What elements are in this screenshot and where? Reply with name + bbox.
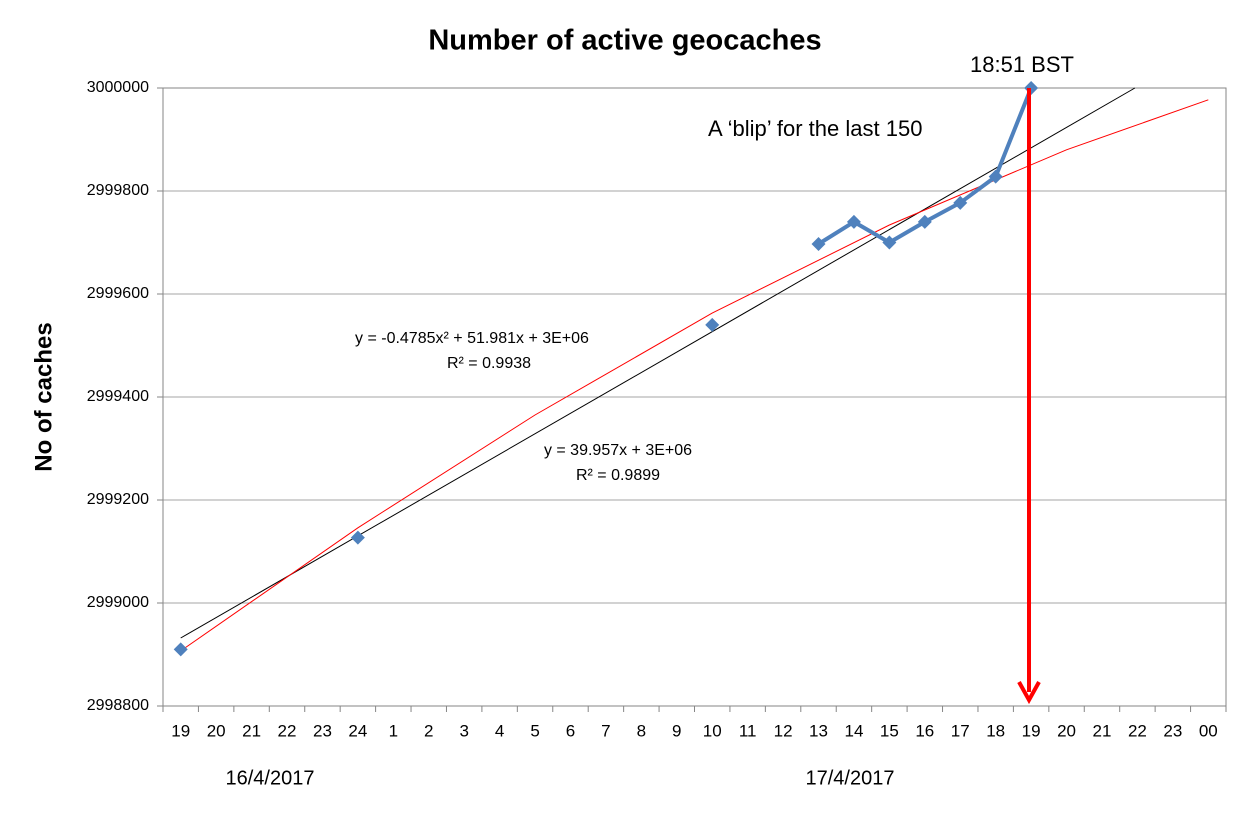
- data-marker: [988, 169, 1003, 184]
- x-tick-label: 3: [459, 721, 468, 740]
- x-tick-label: 17: [951, 721, 970, 740]
- trendline: [180, 99, 1209, 652]
- data-marker: [846, 214, 861, 229]
- x-tick-label: 10: [703, 721, 722, 740]
- y-tick-label: 2999000: [87, 594, 149, 611]
- time-annotation: 18:51 BST: [970, 52, 1074, 77]
- x-tick-label: 4: [495, 721, 504, 740]
- data-marker: [705, 317, 720, 332]
- x-tick-label: 6: [566, 721, 575, 740]
- chart-title: Number of active geocaches: [428, 25, 821, 57]
- data-marker: [882, 235, 897, 250]
- x-tick-label: 1: [389, 721, 398, 740]
- arrow: [1017, 88, 1041, 705]
- quad-equation: y = -0.4785x² + 51.981x + 3E+06: [355, 330, 589, 347]
- plot-area: 2998800 2999000 2999200 2999400 2999600 29998…: [87, 79, 1227, 740]
- x-tick-label: 19: [171, 721, 190, 740]
- x-tick-label: 11: [739, 721, 757, 740]
- x-tick-label: 21: [1093, 721, 1112, 740]
- x-tick-label: 19: [1022, 721, 1041, 740]
- x-tick-label: 24: [348, 721, 367, 740]
- x-tick-label: 7: [601, 721, 610, 740]
- date-label: 17/4/2017: [806, 767, 895, 789]
- x-tick-label: 20: [207, 721, 226, 740]
- x-tick-label: 12: [774, 721, 793, 740]
- x-tick-label: 13: [809, 721, 828, 740]
- x-tick-label: 15: [880, 721, 899, 740]
- x-tick-label: 00: [1199, 721, 1218, 740]
- x-tick-label: 16: [915, 721, 934, 740]
- y-tick-label: 2999600: [87, 285, 149, 302]
- trendline: [180, 87, 1136, 639]
- data-marker: [811, 237, 826, 252]
- y-tick-label: 2999400: [87, 388, 149, 405]
- x-tick-label: 22: [1128, 721, 1147, 740]
- x-tick-label: 2: [424, 721, 433, 740]
- x-tick-label: 22: [278, 721, 297, 740]
- date-label: 16/4/2017: [226, 767, 315, 789]
- y-tick-label: 3000000: [87, 79, 149, 96]
- data-marker: [953, 195, 968, 210]
- x-tick-label: 14: [844, 721, 863, 740]
- y-tick-label: 2998800: [87, 697, 149, 714]
- data-marker: [917, 214, 932, 229]
- x-tick-label: 23: [1163, 721, 1182, 740]
- linear-r2: R² = 0.9899: [576, 467, 660, 484]
- y-tick-label: 2999800: [87, 182, 149, 199]
- y-axis-label: No of caches: [30, 322, 57, 471]
- x-tick-label: 23: [313, 721, 332, 740]
- data-marker: [350, 530, 365, 545]
- arrow-head: [1017, 681, 1041, 705]
- quad-r2: R² = 0.9938: [447, 355, 531, 372]
- linear-equation: y = 39.957x + 3E+06: [544, 442, 692, 459]
- x-tick-label: 8: [637, 721, 646, 740]
- data-marker: [173, 642, 188, 657]
- y-tick-label: 2999200: [87, 491, 149, 508]
- x-tick-label: 5: [530, 721, 539, 740]
- x-tick-label: 21: [242, 721, 261, 740]
- x-tick-label: 9: [672, 721, 681, 740]
- x-tick-label: 20: [1057, 721, 1076, 740]
- x-tick-label: 18: [986, 721, 1005, 740]
- blip-annotation: A ‘blip’ for the last 150: [708, 116, 922, 141]
